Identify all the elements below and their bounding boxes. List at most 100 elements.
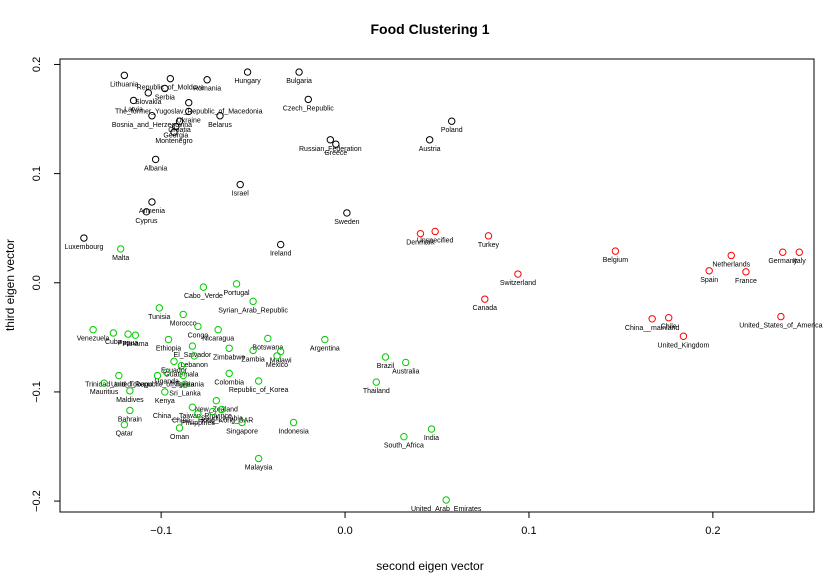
data-point bbox=[372, 378, 381, 386]
y-axis: −0.2 −0.1 0.0 0.1 0.2 bbox=[31, 57, 60, 512]
data-point bbox=[181, 380, 189, 388]
point-label: Serbia bbox=[155, 94, 175, 101]
data-point bbox=[170, 357, 178, 366]
x-axis: −0.1 0.0 0.1 0.2 bbox=[150, 512, 721, 537]
data-point bbox=[148, 112, 156, 120]
data-point bbox=[162, 368, 171, 376]
point-label: Hungary bbox=[234, 78, 261, 85]
point-label: Greece bbox=[324, 150, 347, 157]
point-label: Armenia bbox=[139, 208, 165, 215]
data-point bbox=[144, 89, 152, 97]
point-label: Cyprus bbox=[135, 218, 158, 225]
point-label: Croatia bbox=[168, 127, 191, 134]
data-point bbox=[212, 396, 221, 405]
point-label: Colombia bbox=[214, 379, 244, 386]
point-label: Lithuania bbox=[110, 81, 139, 88]
data-point bbox=[321, 335, 329, 344]
y-tick-label: 0.2 bbox=[31, 57, 43, 72]
data-point bbox=[326, 136, 335, 144]
data-point bbox=[779, 248, 787, 256]
chart-title: Food Clustering 1 bbox=[371, 21, 490, 37]
x-tick-label: −0.1 bbox=[150, 525, 172, 537]
point-label: China__Hong_Kong_SAR bbox=[172, 418, 253, 425]
data-point bbox=[80, 234, 88, 242]
point-label: Belgium bbox=[603, 257, 628, 264]
data-point bbox=[381, 353, 390, 361]
point-label: United_Kingdom bbox=[658, 342, 710, 349]
data-point bbox=[126, 406, 134, 415]
data-point bbox=[175, 117, 184, 125]
point-label: Malaysia bbox=[245, 465, 273, 472]
data-point bbox=[254, 454, 263, 463]
point-label: Qatar bbox=[116, 431, 134, 438]
data-point bbox=[194, 410, 202, 418]
point-label: United_Republic_of_Tanzania bbox=[111, 382, 204, 389]
point-label: Germany bbox=[768, 258, 797, 265]
y-tick-label: −0.2 bbox=[31, 490, 43, 512]
point-label: Bosnia_and_Herzegovina bbox=[112, 122, 192, 129]
point-label: Papua bbox=[118, 340, 138, 347]
data-point bbox=[276, 240, 285, 249]
data-point bbox=[402, 358, 410, 367]
point-label: Saudi_Arabia bbox=[201, 415, 243, 422]
point-label: Chile bbox=[661, 324, 677, 331]
data-point bbox=[225, 344, 233, 352]
data-point bbox=[153, 371, 162, 380]
point-label: Guatemala bbox=[164, 372, 198, 379]
point-label: Ethiopia bbox=[156, 346, 181, 353]
point-label: Mexico bbox=[266, 362, 288, 369]
data-point bbox=[416, 229, 425, 238]
point-label: Ireland bbox=[270, 251, 292, 258]
data-point bbox=[238, 418, 246, 427]
data-point bbox=[188, 342, 197, 350]
point-label: Switzerland bbox=[500, 280, 536, 287]
point-label: The_former_Yugoslav_Republic_of_Macedoni… bbox=[115, 109, 263, 116]
point-label: Lebanon bbox=[181, 362, 208, 369]
data-point bbox=[126, 387, 134, 395]
data-point bbox=[727, 251, 735, 260]
data-point bbox=[170, 128, 178, 136]
data-point bbox=[148, 198, 156, 206]
point-label: Poland bbox=[441, 127, 463, 134]
data-point bbox=[225, 369, 233, 378]
x-axis-title: second eigen vector bbox=[376, 559, 483, 573]
point-label: Austria bbox=[419, 146, 441, 153]
data-point bbox=[131, 331, 140, 339]
point-label: Malta bbox=[112, 255, 129, 262]
data-point bbox=[249, 346, 257, 355]
x-tick-label: 0.1 bbox=[521, 525, 536, 537]
data-point bbox=[151, 155, 160, 164]
data-point bbox=[190, 352, 198, 360]
data-point bbox=[442, 496, 450, 504]
point-label: United_States_of_America bbox=[739, 323, 822, 330]
data-point bbox=[142, 208, 151, 216]
data-point bbox=[116, 245, 125, 253]
data-point bbox=[129, 96, 138, 105]
data-point bbox=[648, 315, 656, 323]
data-point bbox=[115, 371, 123, 380]
data-point bbox=[611, 247, 620, 255]
point-label: Republic_of_Moldova bbox=[137, 85, 204, 92]
point-label: France bbox=[735, 278, 757, 285]
data-point bbox=[425, 136, 434, 144]
y-tick-label: 0.0 bbox=[31, 275, 43, 290]
point-label: Kenya bbox=[155, 398, 175, 405]
point-label: Canada bbox=[473, 305, 498, 312]
point-label: Philippines bbox=[181, 420, 215, 427]
data-point bbox=[332, 140, 340, 148]
data-point bbox=[400, 432, 408, 441]
data-point bbox=[431, 227, 439, 236]
point-label: Cabo_Verde bbox=[184, 293, 223, 300]
data-point bbox=[188, 403, 197, 411]
data-point bbox=[175, 424, 184, 432]
data-point bbox=[155, 304, 164, 312]
point-label: Uganda bbox=[154, 378, 179, 385]
point-label: Zambia bbox=[241, 356, 264, 363]
point-label: Belarus bbox=[208, 122, 232, 129]
point-label: Sweden bbox=[334, 219, 359, 226]
data-point bbox=[164, 335, 173, 344]
point-label: Albania bbox=[144, 165, 167, 172]
point-label: Thailand bbox=[363, 388, 390, 395]
